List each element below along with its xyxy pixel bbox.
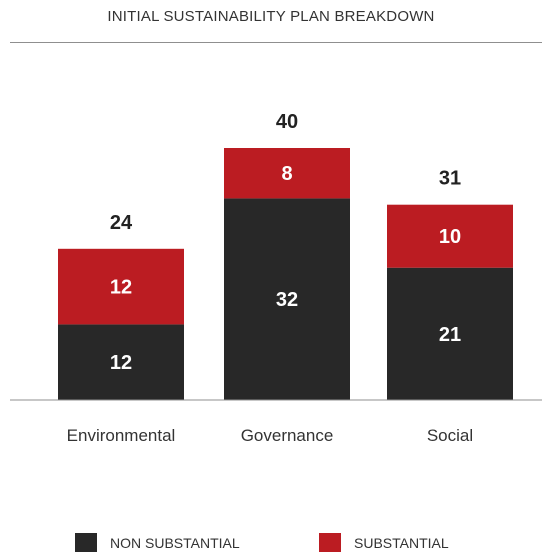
data-label-environmental-non-substantial: 12: [110, 352, 132, 374]
data-label-social-non-substantial: 21: [439, 324, 461, 346]
chart-title: INITIAL SUSTAINABILITY PLAN BREAKDOWN: [107, 8, 435, 25]
legend-item-non-substantial: NON SUBSTANTIAL: [75, 533, 240, 552]
legend-label-non-substantial: NON SUBSTANTIAL: [110, 534, 240, 551]
x-tick-label-social: Social: [427, 426, 473, 445]
legend: NON SUBSTANTIAL SUBSTANTIAL: [0, 533, 542, 554]
x-tick-label-environmental: Environmental: [67, 426, 176, 445]
data-label-social-substantial: 10: [439, 226, 461, 248]
legend-swatch-substantial: [319, 533, 341, 552]
data-label-environmental-substantial: 12: [110, 277, 132, 299]
bar-environmental-substantial: [58, 248, 184, 325]
legend-label-substantial: SUBSTANTIAL: [354, 534, 449, 551]
bar-social-non-substantial: [387, 267, 513, 400]
data-label-governance-substantial: 8: [281, 163, 292, 185]
bar-governance-substantial: [224, 148, 350, 199]
bar-governance-non-substantial: [224, 198, 350, 400]
x-tick-label-governance: Governance: [241, 426, 334, 445]
title-divider: [10, 42, 542, 43]
total-label-governance: 40: [276, 111, 298, 133]
bar-social-substantial: [387, 204, 513, 268]
legend-item-substantial: SUBSTANTIAL: [319, 533, 449, 552]
total-label-social: 31: [439, 168, 461, 190]
data-label-governance-non-substantial: 32: [276, 289, 298, 311]
total-label-environmental: 24: [110, 212, 133, 234]
bar-environmental-non-substantial: [58, 324, 184, 400]
legend-swatch-non-substantial: [75, 533, 97, 552]
